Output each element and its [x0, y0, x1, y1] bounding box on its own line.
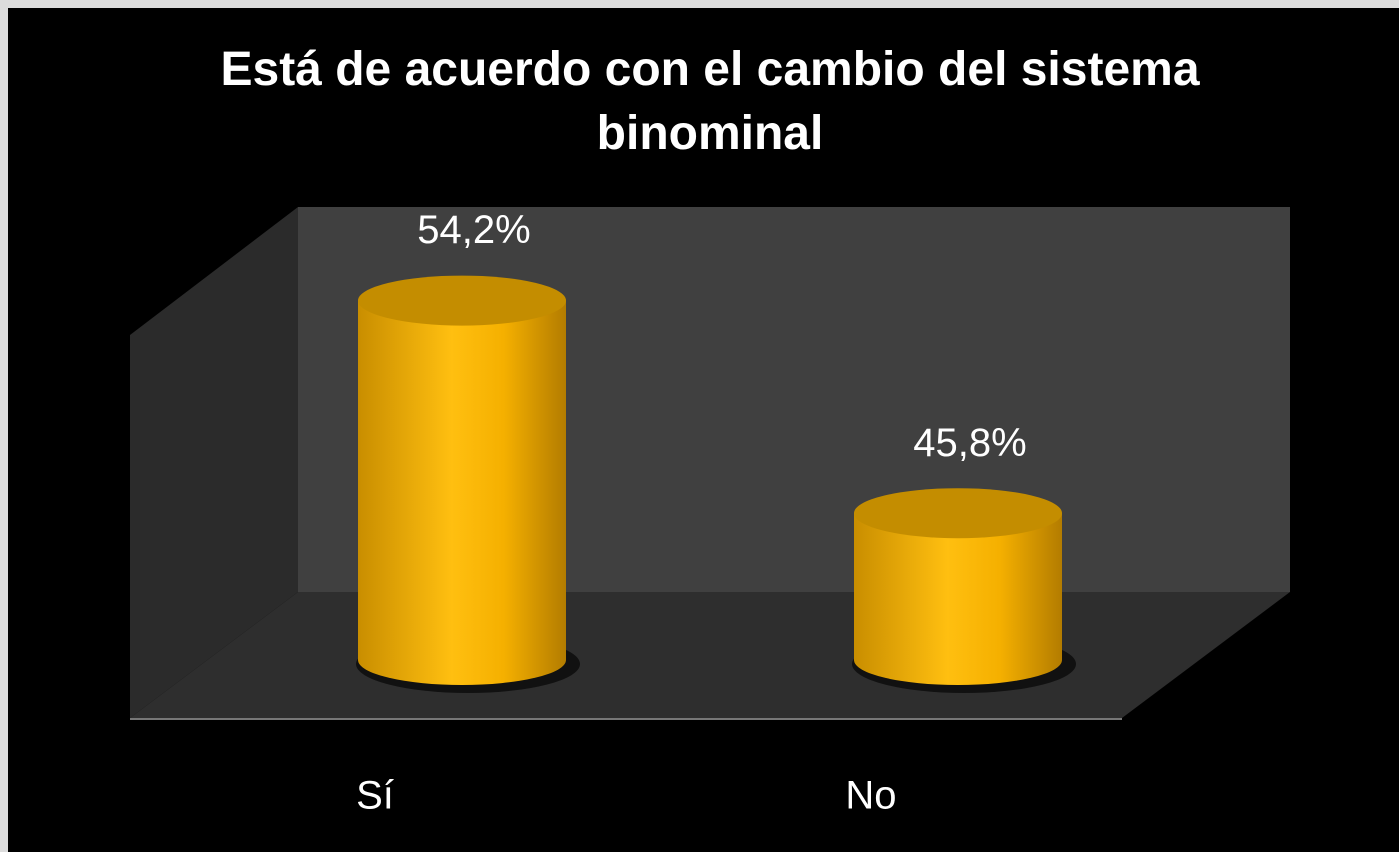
value-label: 54,2%: [417, 208, 530, 252]
x-tick-label: No: [845, 774, 896, 818]
x-tick-label: Sí: [356, 774, 394, 818]
bar-top: [854, 488, 1062, 539]
bar: [854, 513, 1062, 685]
bar-top: [358, 275, 566, 326]
chart-title: Está de acuerdo con el cambio del sistem…: [220, 43, 1199, 160]
bar: [358, 300, 566, 685]
value-label: 45,8%: [913, 421, 1026, 465]
floor: [130, 592, 1290, 718]
side-wall: [130, 207, 298, 718]
